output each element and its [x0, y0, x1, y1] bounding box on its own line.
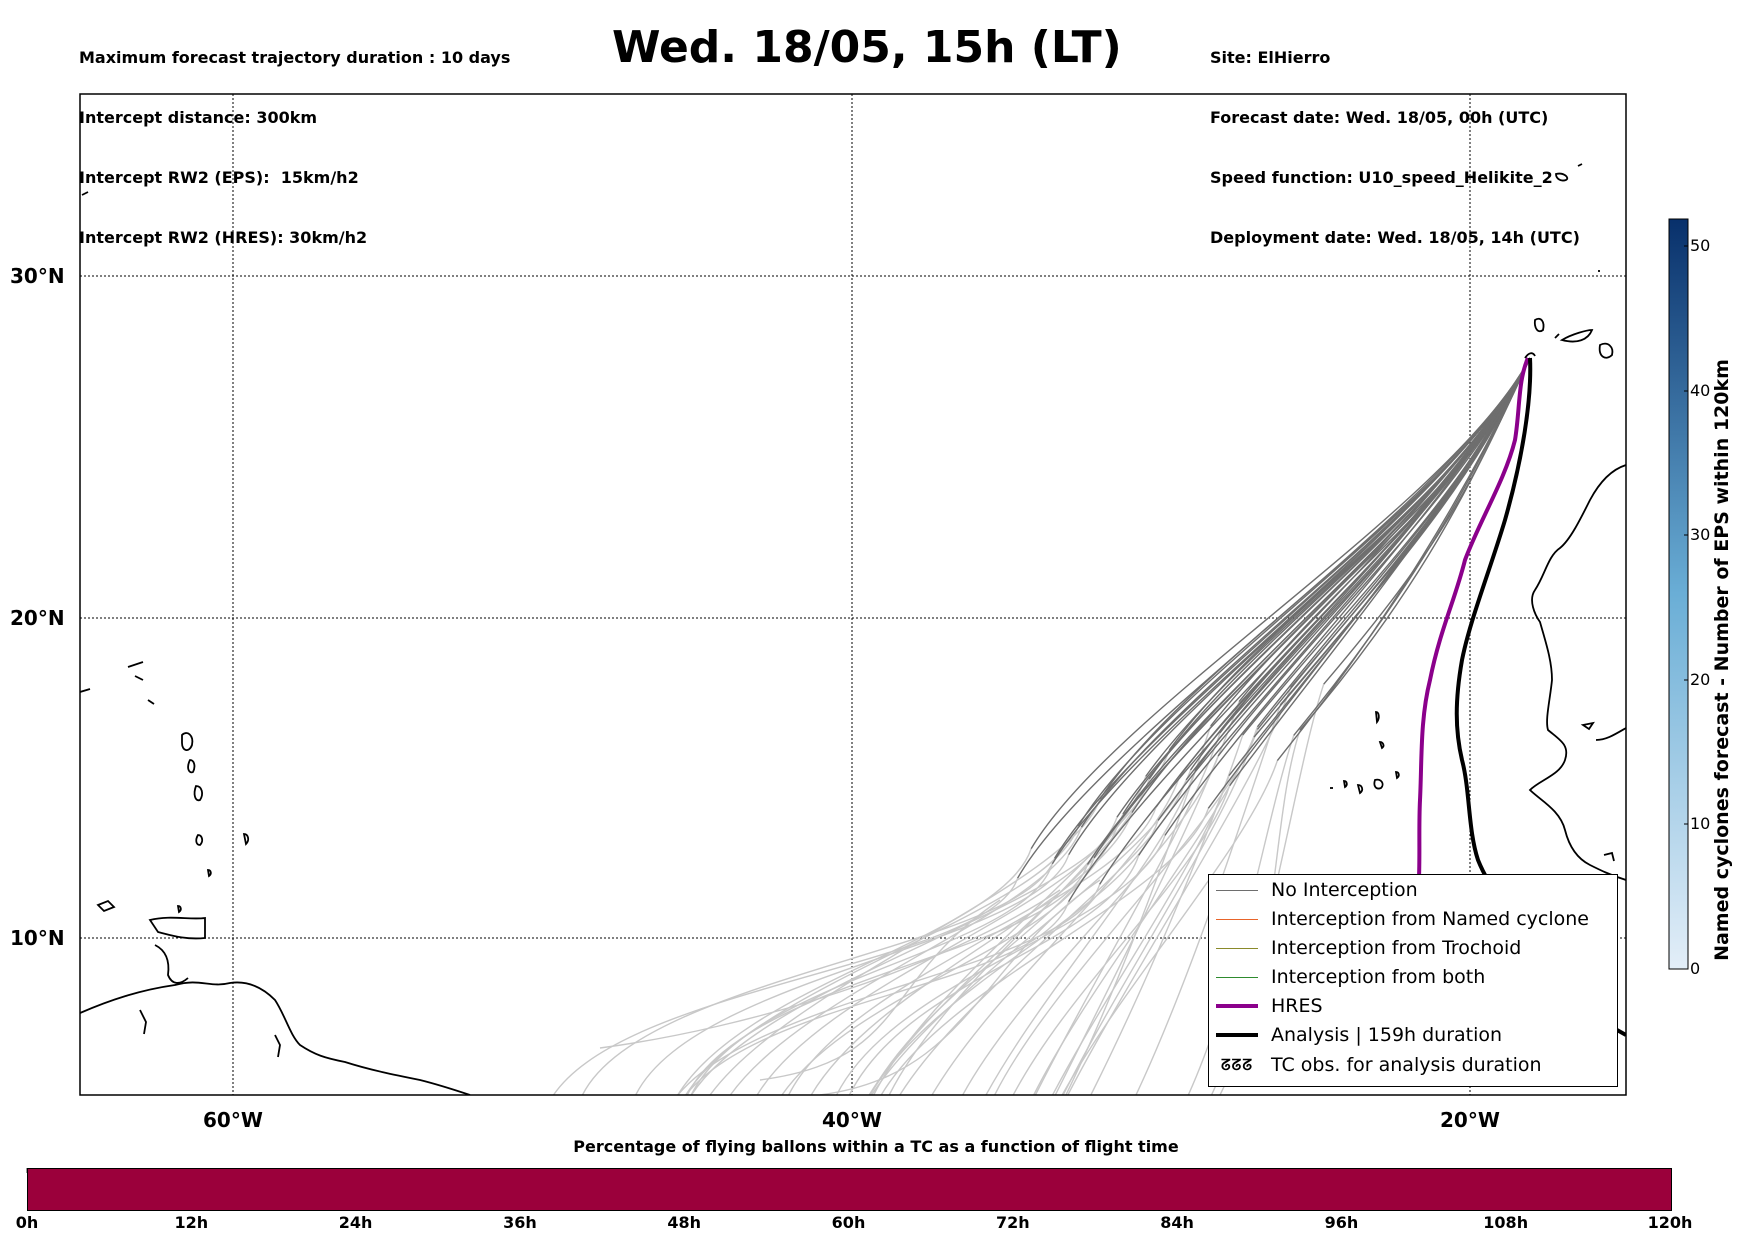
legend-item-both: Interception from both: [1215, 964, 1485, 990]
header-rw2-eps: Intercept RW2 (EPS): 15km/h2: [79, 168, 359, 187]
lat-label-20n: 20°N: [10, 606, 65, 630]
lon-label-60w: 60°W: [203, 1108, 263, 1132]
header-intercept-distance: Intercept distance: 300km: [79, 108, 318, 127]
header-rw2-hres: Intercept RW2 (HRES): 30km/h2: [79, 228, 368, 247]
bottom-bar-title: Percentage of flying ballons within a TC…: [573, 1137, 1179, 1156]
colorbar-tick-10: 10: [1690, 814, 1711, 833]
legend-item-named-cyclone: Interception from Named cyclone: [1215, 906, 1589, 932]
lon-label-20w: 20°W: [1440, 1108, 1500, 1132]
hres-trajectory: [1408, 357, 1530, 991]
legend-item-no-interception: No Interception: [1215, 877, 1418, 903]
header-info-left: Maximum forecast trajectory duration : 1…: [79, 8, 510, 268]
header-speed-function: Speed function: U10_speed_Helikite_2: [1210, 168, 1553, 187]
colorbar-tick-20: 20: [1690, 670, 1711, 689]
bottom-tick-24h: 24h: [338, 1213, 373, 1232]
cyclone-symbol-icon: ᘔᘔᘔ: [1220, 1056, 1254, 1074]
legend-item-trochoid: Interception from Trochoid: [1215, 935, 1521, 961]
header-duration: Maximum forecast trajectory duration : 1…: [79, 48, 511, 67]
legend-item-analysis: Analysis | 159h duration: [1215, 1022, 1502, 1048]
header-deployment-date: Deployment date: Wed. 18/05, 14h (UTC): [1210, 228, 1580, 247]
ensemble-trajectories: [1016, 357, 1531, 902]
bottom-tick-60h: 60h: [831, 1213, 866, 1232]
bottom-tick-84h: 84h: [1160, 1213, 1194, 1232]
page-title: Wed. 18/05, 15h (LT): [612, 22, 1122, 73]
bottom-tick-0h: 0h: [15, 1213, 39, 1232]
legend-item-hres: HRES: [1215, 993, 1323, 1019]
bottom-tick-108h: 108h: [1483, 1213, 1529, 1232]
ensemble-trajectories-tail: [553, 683, 1325, 1095]
bottom-tick-72h: 72h: [995, 1213, 1030, 1232]
colorbar: [1668, 218, 1689, 970]
legend-item-tc-obs: ᘔᘔᘔ TC obs. for analysis duration: [1220, 1054, 1542, 1076]
lat-label-30n: 30°N: [10, 264, 65, 288]
percentage-bar: [27, 1168, 1672, 1211]
map-content: [80, 94, 1626, 1095]
bottom-tick-96h: 96h: [1324, 1213, 1359, 1232]
coastlines: [80, 163, 1626, 1095]
colorbar-tick-0: 0: [1690, 959, 1701, 978]
bottom-tick-48h: 48h: [667, 1213, 702, 1232]
colorbar-tick-30: 30: [1690, 525, 1711, 544]
header-site: Site: ElHierro: [1210, 48, 1331, 67]
colorbar-tick-40: 40: [1690, 381, 1711, 400]
lat-label-10n: 10°N: [10, 926, 65, 950]
bottom-tick-120h: 120h: [1647, 1213, 1693, 1232]
lon-label-40w: 40°W: [822, 1108, 882, 1132]
map-frame: [79, 93, 1627, 1096]
colorbar-tick-50: 50: [1690, 236, 1711, 255]
header-info-right: Site: ElHierro Forecast date: Wed. 18/05…: [1210, 8, 1580, 268]
bottom-tick-12h: 12h: [174, 1213, 209, 1232]
bottom-tick-36h: 36h: [503, 1213, 537, 1232]
legend: No Interception Interception from Named …: [1208, 874, 1618, 1087]
colorbar-title: Named cyclones forecast - Number of EPS …: [1711, 359, 1733, 961]
header-forecast-date: Forecast date: Wed. 18/05, 00h (UTC): [1210, 108, 1549, 127]
